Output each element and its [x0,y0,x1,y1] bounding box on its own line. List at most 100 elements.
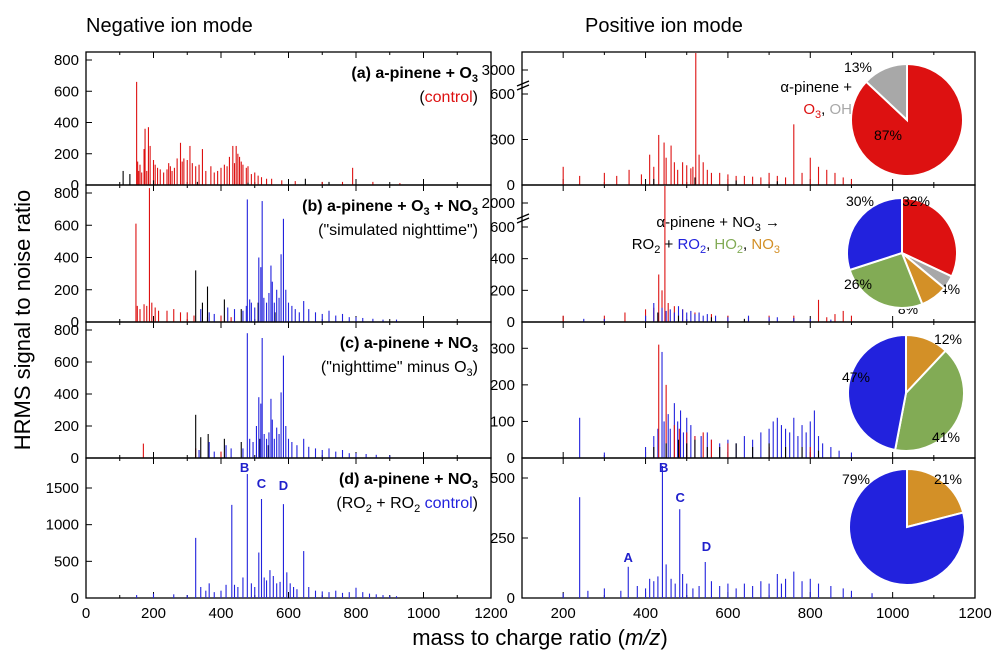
panel-d-sublabel-part: ) [473,495,478,512]
pie-b-subtitle-part: HO [714,236,737,253]
pie-b-subtitle-part: RO [632,236,655,253]
pie-slice [847,333,907,452]
pie-b-subtitle-part: 3 [774,244,780,256]
pie-a: 87% 13% α-pinene + O3, OH [780,59,964,177]
y-tick-label: 1500 [46,480,79,497]
peak-label-C: C [257,476,267,491]
pie-slice-label: 79% [842,471,870,487]
x-axis-title-part: mass to charge ratio ( [412,625,625,650]
pie-slice [864,62,908,123]
pie-b-subtitle-part: , [706,236,714,253]
pie-b-subtitle-part: NO [751,236,774,253]
x-tick-label: 1200 [474,605,507,622]
pie-b-subtitle-part: + [660,236,677,253]
axis-break [516,213,530,220]
peak-label-B: B [240,460,249,475]
x-tick-label: 1000 [876,605,909,622]
pie-slice [848,251,924,309]
panel-b-label-part: 3 [424,206,430,218]
panel-a-label-part: 3 [472,73,478,85]
neg-panel-a: 0 200 400 600 800 (a) a-pinene + O3 (control) [54,51,492,194]
y-tick-label: 200 [54,418,79,435]
y-tick-label: 0 [71,450,79,467]
neg-panel-d: 0 200 400 600 800 1000 1200 0 500 1000 1500 (d) a-p… [46,457,508,622]
y-tick-label: 0 [71,590,79,607]
y-tick-label: 800 [54,185,79,202]
pie-slice-label: 47% [842,369,870,385]
pie-b-subtitle: RO2 + RO2, HO2, NO3 [632,236,780,256]
x-axis-title: mass to charge ratio (m/z) [412,625,668,650]
panel-c-sublabel: ("nighttime" minus O3) [321,359,478,379]
x-tick-label: 200 [141,605,166,622]
y-axis-title: HRMS signal to noise ratio [10,190,35,450]
x-tick-label: 1200 [958,605,991,622]
y-tick-label: 0 [507,590,515,607]
pie-b-title-part: → [761,214,780,231]
panel-b-label: (b) a-pinene + O3 + NO3 [302,198,478,218]
panel-c-label-part: (c) a-pinene + [340,335,448,352]
x-axis-title-part: ) [660,625,667,650]
pie-a-subtitle-part: O [803,101,815,118]
pie-b-subtitle-part: 2 [654,244,660,256]
panel-d-label: (d) a-pinene + NO3 [339,471,478,491]
panel-a-sublabel-part: ) [473,89,478,106]
positive-mode-title: Positive ion mode [585,15,743,37]
panel-b-label-part: O [411,198,423,215]
y-tick-label: 800 [54,52,79,69]
y-tick-label: 400 [54,250,79,267]
y-tick-label: 600 [490,219,515,236]
y-tick-label: 0 [71,314,79,331]
panel-a-label: (a) a-pinene + O3 [351,65,478,85]
pie-slice-label: 87% [874,127,902,143]
x-axis-title-part: m/z [625,625,660,650]
y-tick-label: 600 [54,354,79,371]
pie-slice-label: 26% [844,276,872,292]
x-tick-label: 400 [208,605,233,622]
y-tick-label: 600 [490,86,515,103]
pie-b-title-part: 3 [755,222,761,234]
panel-d-label-part: (d) a-pinene + [339,471,448,488]
panel-c-sublabel-part: ) [473,359,478,376]
x-tick-label: 800 [343,605,368,622]
y-tick-label-break: 2000 [482,195,515,212]
y-tick-label: 200 [54,146,79,163]
pie-b-title: α-pinene + NO3 → [656,214,780,234]
y-tick-label: 400 [54,115,79,132]
pie-a-subtitle-part: , [821,101,829,118]
y-tick-label: 600 [54,217,79,234]
axis-break [516,80,530,87]
pie-slice-label: 4% [940,281,960,297]
y-tick-label: 500 [490,470,515,487]
panel-d-label-part: NO [448,471,472,488]
pie-a-subtitle: O3, OH [803,101,852,121]
pie-d: 21% 79% [842,467,966,586]
pie-b-subtitle-part: 2 [700,244,706,256]
panel-d-sublabel-part: (RO [336,495,365,512]
panel-a-sublabel-part: control [425,89,473,106]
panel-b-label-part: NO [448,198,472,215]
pie-a-subtitle-part: OH [830,101,853,118]
y-tick-label: 250 [490,530,515,547]
pie-slice-label: 30% [846,193,874,209]
peak-label-D: D [279,478,288,493]
y-tick-label: 800 [54,322,79,339]
y-tick-label: 600 [54,83,79,100]
panel-c-label-part: 3 [472,343,478,355]
negative-mode-title: Negative ion mode [86,15,253,37]
y-tick-label: 500 [54,553,79,570]
panel-b-label-part: + [430,198,448,215]
panel-b-label-part: 3 [472,206,478,218]
y-tick-label: 0 [507,177,515,194]
y-tick-label: 1000 [46,517,79,534]
pie-slice-label: 32% [902,193,930,209]
x-tick-label: 600 [276,605,301,622]
pie-b-subtitle-part: 2 [737,244,743,256]
pie-slice-label: 13% [844,59,872,75]
x-tick-label: 1000 [407,605,440,622]
peak-label-D: D [702,539,711,554]
pie-b-title-part: α-pinene + NO [656,214,754,231]
panel-d-sublabel-part: 2 [414,503,420,515]
panel-c-label: (c) a-pinene + NO3 [340,335,478,355]
y-tick-label: 0 [507,450,515,467]
